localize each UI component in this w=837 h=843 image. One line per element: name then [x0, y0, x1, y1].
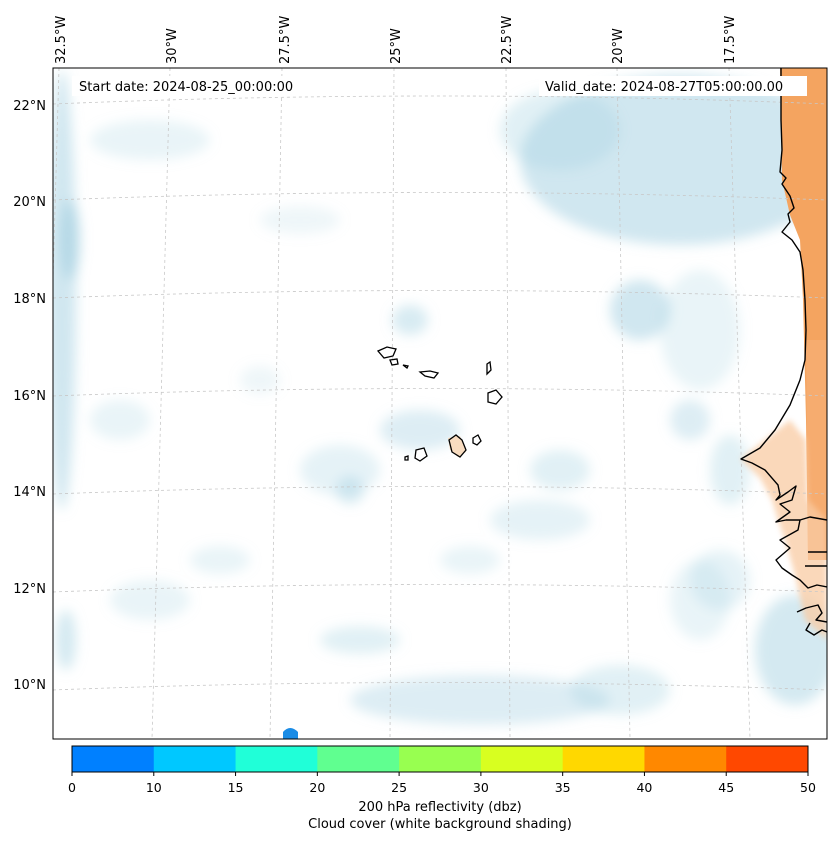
valid-date-box — [539, 76, 807, 96]
longitude-labels: 32.5°W 30°W 27.5°W 25°W 22.5°W 20°W 17.5… — [54, 16, 738, 64]
lon-label: 32.5°W — [54, 16, 69, 64]
colorbar-segment — [726, 746, 809, 772]
colorbar-segment — [317, 746, 400, 772]
map-frame — [52, 67, 828, 740]
colorbar-tick-label: 40 — [636, 780, 652, 795]
lon-label: 22.5°W — [500, 16, 515, 64]
start-date-box — [72, 76, 314, 96]
colorbar-tick-label: 50 — [800, 780, 816, 795]
colorbar-tick-label: 35 — [555, 780, 571, 795]
lon-label: 20°W — [611, 28, 626, 64]
start-date-label: Start date: 2024-08-25_00:00:00 — [79, 80, 293, 95]
cloud-cover-shading — [53, 70, 827, 725]
valid-date-label: Valid_date: 2024-08-27T05:00:00.00 — [545, 80, 783, 95]
graticule — [53, 68, 827, 739]
colorbar: 0 10 15 20 25 30 35 40 45 50 — [68, 745, 816, 795]
lon-label: 30°W — [165, 28, 180, 64]
coastline — [740, 68, 827, 636]
lon-label: 17.5°W — [723, 16, 738, 64]
colorbar-tick-label: 30 — [473, 780, 489, 795]
colorbar-label: 200 hPa reflectivity (dbz) — [358, 800, 522, 815]
lat-label: 18°N — [13, 292, 46, 307]
colorbar-segment — [72, 746, 155, 772]
colorbar-segment — [644, 746, 727, 772]
cape-verde-islands — [376, 346, 503, 462]
reflectivity-cell — [283, 728, 298, 739]
colorbar-tick-label: 10 — [146, 780, 162, 795]
lat-label: 16°N — [13, 389, 46, 404]
colorbar-segment — [153, 746, 237, 772]
colorbar-segment — [480, 746, 564, 772]
lon-label: 25°W — [389, 28, 404, 64]
colorbar-tick-label: 25 — [391, 780, 407, 795]
lat-label: 22°N — [13, 99, 46, 114]
colorbar-frame — [71, 745, 809, 773]
latitude-labels: 22°N 20°N 18°N 16°N 14°N 12°N 10°N — [13, 99, 46, 693]
colorbar-segment — [399, 746, 482, 772]
lon-label: 27.5°W — [278, 16, 293, 64]
lat-label: 12°N — [13, 582, 46, 597]
colorbar-tick-label: 45 — [718, 780, 734, 795]
map-plot-area — [53, 68, 827, 739]
colorbar-sublabel: Cloud cover (white background shading) — [308, 817, 572, 832]
colorbar-tick-label: 15 — [228, 780, 244, 795]
colorbar-tick-label: 0 — [68, 780, 76, 795]
lat-label: 14°N — [13, 485, 46, 500]
colorbar-tick-label: 20 — [309, 780, 325, 795]
lat-label: 10°N — [13, 678, 46, 693]
colorbar-segment — [562, 746, 645, 772]
lat-label: 20°N — [13, 195, 46, 210]
colorbar-segment — [235, 746, 318, 772]
